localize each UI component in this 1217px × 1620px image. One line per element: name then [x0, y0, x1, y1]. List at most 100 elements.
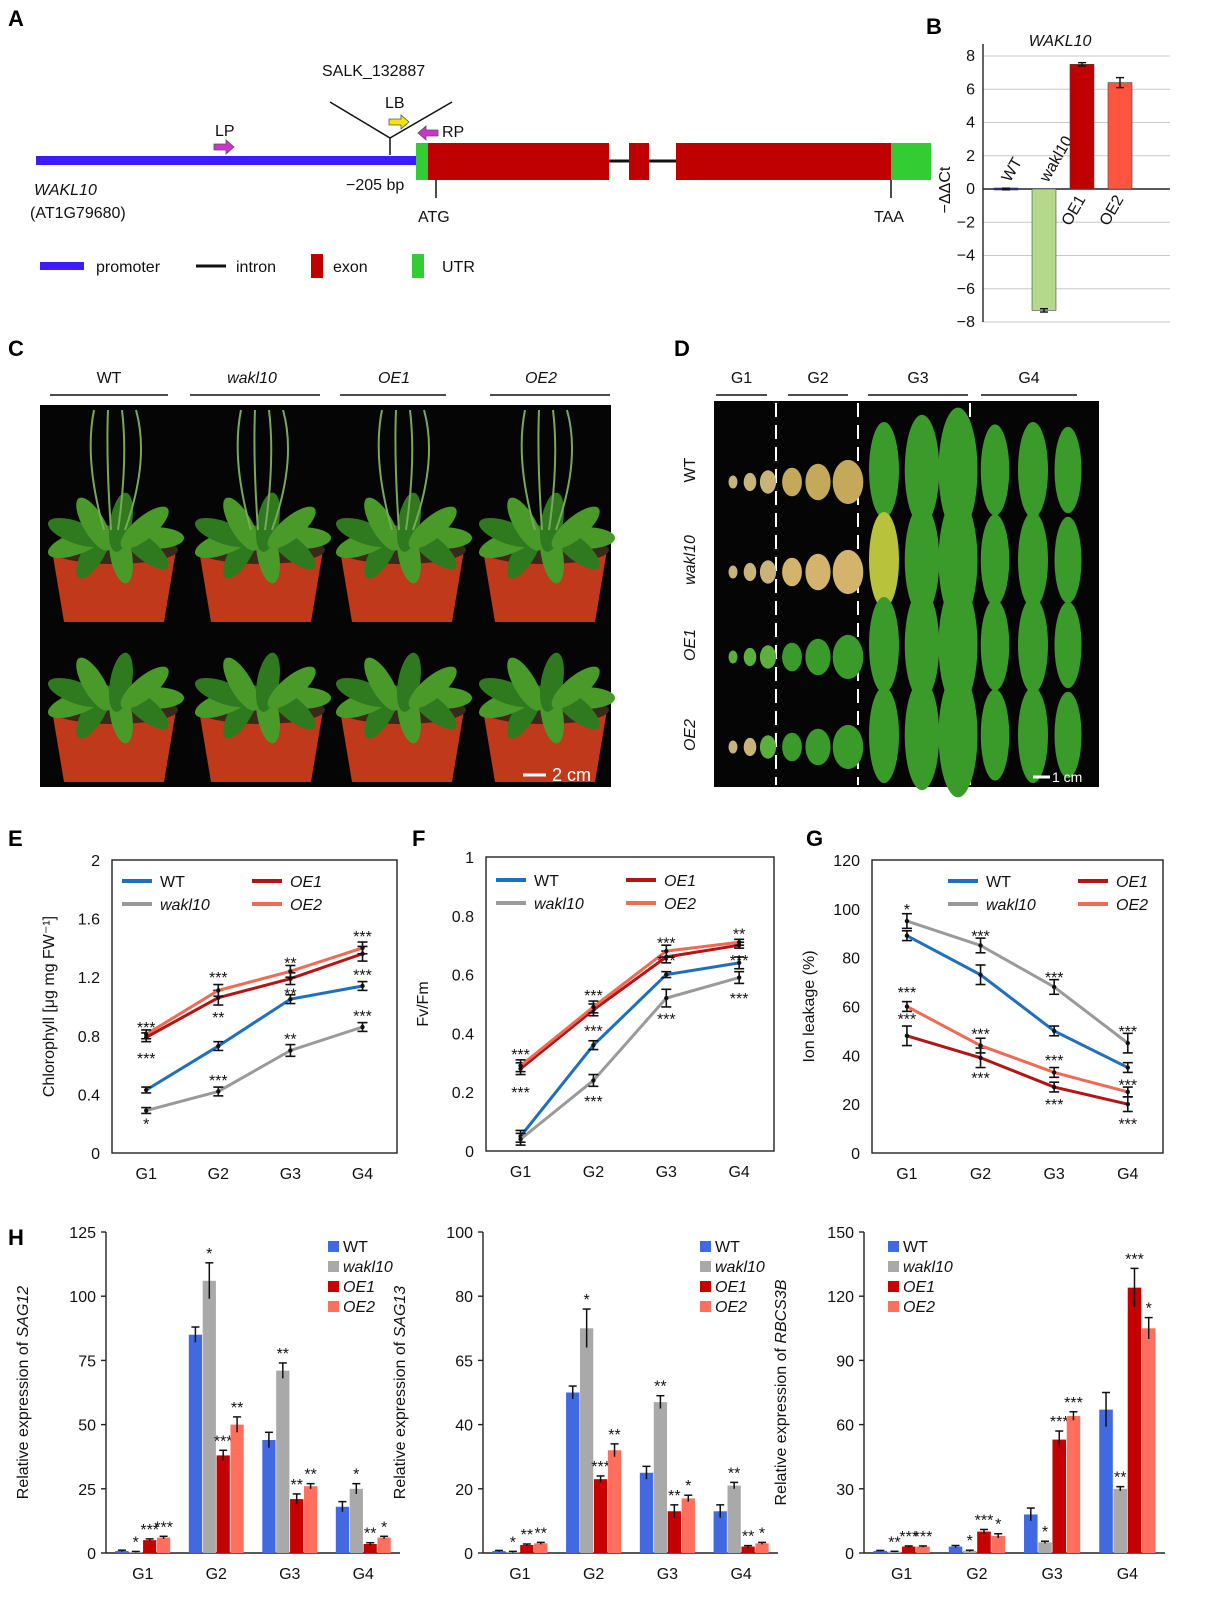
rosette-leaf	[335, 517, 393, 548]
x-tick-label: G4	[352, 1166, 373, 1183]
significance-label: ***	[971, 929, 990, 946]
bar-OE1-G4	[363, 1544, 377, 1553]
bar-WT-G4	[335, 1506, 350, 1553]
series-line-WT	[145, 984, 363, 1092]
data-point	[216, 988, 221, 993]
significance-label: *	[1146, 1301, 1152, 1318]
bar-OE2	[1107, 82, 1133, 190]
legend-label-OE1: OE1	[290, 874, 322, 891]
gene-locus: (AT1G79680)	[30, 205, 126, 222]
bar-OE1-G1	[143, 1540, 157, 1553]
bar-wakl10-G4	[1113, 1488, 1128, 1553]
significance-label: *	[967, 1533, 973, 1550]
panel-c-label: C	[8, 336, 24, 361]
significance-label: **	[742, 1529, 754, 1546]
plant-photo-group: WT wakl10 OE1 OE2 2 cm	[40, 370, 615, 787]
bar-OE2-G1	[534, 1543, 548, 1553]
leaf	[728, 565, 738, 579]
legend-label-wakl10: wakl10	[986, 897, 1036, 914]
rosette-leaf	[76, 657, 112, 711]
x-tick-label: G1	[132, 1566, 153, 1583]
significance-label: **	[284, 1032, 296, 1049]
y-tick-label: 0	[465, 1144, 474, 1161]
significance-label: ***	[353, 967, 372, 984]
data-point	[591, 1004, 596, 1010]
leaf	[805, 728, 831, 766]
y-tick-label: 0	[464, 1546, 473, 1563]
legend-swatch-OE2	[888, 1301, 899, 1312]
significance-label: ***	[584, 1094, 603, 1111]
y-axis-label: Fv/Fm	[415, 981, 432, 1026]
legend-intron: intron	[236, 259, 276, 276]
y-tick-label: −8	[957, 314, 975, 331]
series-line-OE2	[906, 1005, 1129, 1094]
bar-wakl10	[1031, 188, 1057, 311]
bar-OE1-G2	[216, 1455, 230, 1553]
leaf	[869, 422, 899, 518]
x-tick-label: G3	[280, 1166, 301, 1183]
bar-WT-G3	[262, 1440, 276, 1553]
x-tick-label: G1	[891, 1566, 912, 1583]
y-axis-label: −ΔΔCt	[937, 166, 954, 213]
bar-OE2-G3	[681, 1498, 695, 1553]
significance-label: **	[290, 1477, 302, 1494]
significance-label: **	[888, 1534, 900, 1551]
legend-swatch-OE1	[888, 1281, 899, 1292]
leaf	[980, 689, 1010, 781]
data-point	[144, 1087, 149, 1093]
rosette-leaf	[267, 666, 316, 709]
y-tick-label: 2	[91, 853, 100, 870]
significance-label: **	[364, 1526, 376, 1543]
rosette-leaf	[267, 506, 316, 549]
lp-label: LP	[215, 123, 235, 140]
series-line-wakl10	[145, 1025, 363, 1112]
y-tick-label: 60	[842, 1000, 860, 1017]
row-label-wakl10: wakl10	[682, 535, 699, 585]
group-label-G4: G4	[1018, 370, 1039, 387]
series-line-OE2	[519, 940, 740, 1067]
leaf	[1054, 426, 1082, 514]
significance-label: *	[381, 1519, 387, 1536]
leaf	[938, 672, 978, 798]
data-point	[288, 996, 293, 1002]
utr-5	[416, 143, 428, 180]
leaf	[980, 514, 1010, 606]
significance-label: ***	[730, 991, 749, 1008]
bar-WT-G1	[115, 1550, 129, 1553]
y-tick-label: 0	[851, 1146, 860, 1163]
legend-label-wakl10: wakl10	[160, 897, 210, 914]
leaf	[869, 597, 899, 693]
bar-OE2-G2	[991, 1535, 1005, 1553]
leaf	[1018, 687, 1048, 783]
bar-OE1-G4	[1127, 1287, 1142, 1553]
bar-WT-G4	[1099, 1409, 1113, 1553]
rosette-leaf	[76, 497, 112, 551]
significance-label: **	[733, 926, 745, 943]
data-point	[1125, 1101, 1130, 1107]
y-tick-label: 150	[827, 1225, 854, 1242]
bar-OE2-G1	[916, 1546, 930, 1553]
chart-g: 0 20 40 60 80 100 120 G1 G2 G3 G4 Ion leakage (%) WT…	[801, 853, 1164, 1183]
flower-stem	[537, 409, 543, 531]
legend-utr: UTR	[442, 259, 475, 276]
group-label-G2: G2	[807, 370, 828, 387]
panel-c: C WT wakl10 OE1 OE2 2 cm	[8, 336, 615, 787]
leaf	[904, 414, 940, 526]
bar-OE2-G3	[1066, 1416, 1081, 1553]
bar-wakl10-G2	[202, 1280, 216, 1553]
data-point	[904, 1004, 910, 1009]
x-tick-label: G3	[656, 1164, 677, 1181]
leaf	[832, 634, 864, 680]
significance-label: **	[535, 1525, 547, 1542]
significance-label: ***	[971, 1026, 990, 1043]
significance-label: **	[277, 1346, 289, 1363]
flower-stem	[548, 409, 557, 531]
leaf	[869, 687, 899, 783]
x-tick-label: G2	[583, 1566, 604, 1583]
bar-OE1	[1069, 64, 1095, 190]
significance-label: ***	[657, 953, 676, 970]
rosette-leaf	[478, 517, 536, 548]
data-point	[736, 975, 742, 980]
group-label-G1: G1	[731, 370, 752, 387]
